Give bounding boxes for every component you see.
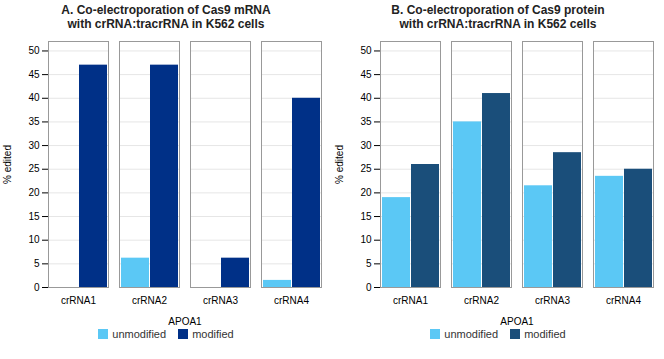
svg-text:crRNA1: crRNA1 — [393, 295, 428, 306]
svg-text:40: 40 — [360, 92, 372, 103]
svg-text:20: 20 — [360, 187, 372, 198]
svg-text:10: 10 — [360, 234, 372, 245]
svg-text:crRNA1: crRNA1 — [61, 295, 96, 306]
svg-text:25: 25 — [28, 163, 40, 174]
svg-text:50: 50 — [28, 45, 40, 56]
svg-text:5: 5 — [34, 258, 40, 269]
svg-text:% edited: % edited — [2, 145, 13, 184]
svg-text:APOA1: APOA1 — [500, 316, 534, 327]
svg-text:15: 15 — [360, 211, 372, 222]
svg-text:30: 30 — [360, 140, 372, 151]
html-text:modified: modified — [192, 328, 234, 340]
html-text:unmodified: unmodified — [112, 328, 167, 340]
svg-text:crRNA3: crRNA3 — [203, 295, 238, 306]
svg-text:5: 5 — [366, 258, 372, 269]
svg-text:0: 0 — [366, 282, 372, 293]
svg-text:15: 15 — [28, 211, 40, 222]
svg-text:20: 20 — [28, 187, 40, 198]
html-text:B. Co-electroporation of Cas9: B. Co-electroporation of Cas9 protein wi… — [391, 3, 605, 31]
svg-text:0: 0 — [34, 282, 40, 293]
svg-text:45: 45 — [28, 69, 40, 80]
html-text:A. Co-electroporation of Cas9: A. Co-electroporation of Cas9 mRNA with … — [61, 3, 271, 31]
svg-text:crRNA2: crRNA2 — [132, 295, 167, 306]
svg-text:35: 35 — [28, 116, 40, 127]
svg-text:crRNA4: crRNA4 — [606, 295, 641, 306]
svg-text:% edited: % edited — [334, 145, 345, 184]
svg-text:35: 35 — [360, 116, 372, 127]
svg-text:10: 10 — [28, 234, 40, 245]
svg-text:50: 50 — [360, 45, 372, 56]
svg-text:crRNA4: crRNA4 — [274, 295, 309, 306]
svg-text:crRNA3: crRNA3 — [535, 295, 570, 306]
svg-text:45: 45 — [360, 69, 372, 80]
html-text:unmodified: unmodified — [444, 328, 499, 340]
svg-text:crRNA2: crRNA2 — [464, 295, 499, 306]
svg-text:40: 40 — [28, 92, 40, 103]
svg-text:25: 25 — [360, 163, 372, 174]
svg-text:30: 30 — [28, 140, 40, 151]
html-text:modified: modified — [524, 328, 566, 340]
svg-text:APOA1: APOA1 — [168, 316, 202, 327]
